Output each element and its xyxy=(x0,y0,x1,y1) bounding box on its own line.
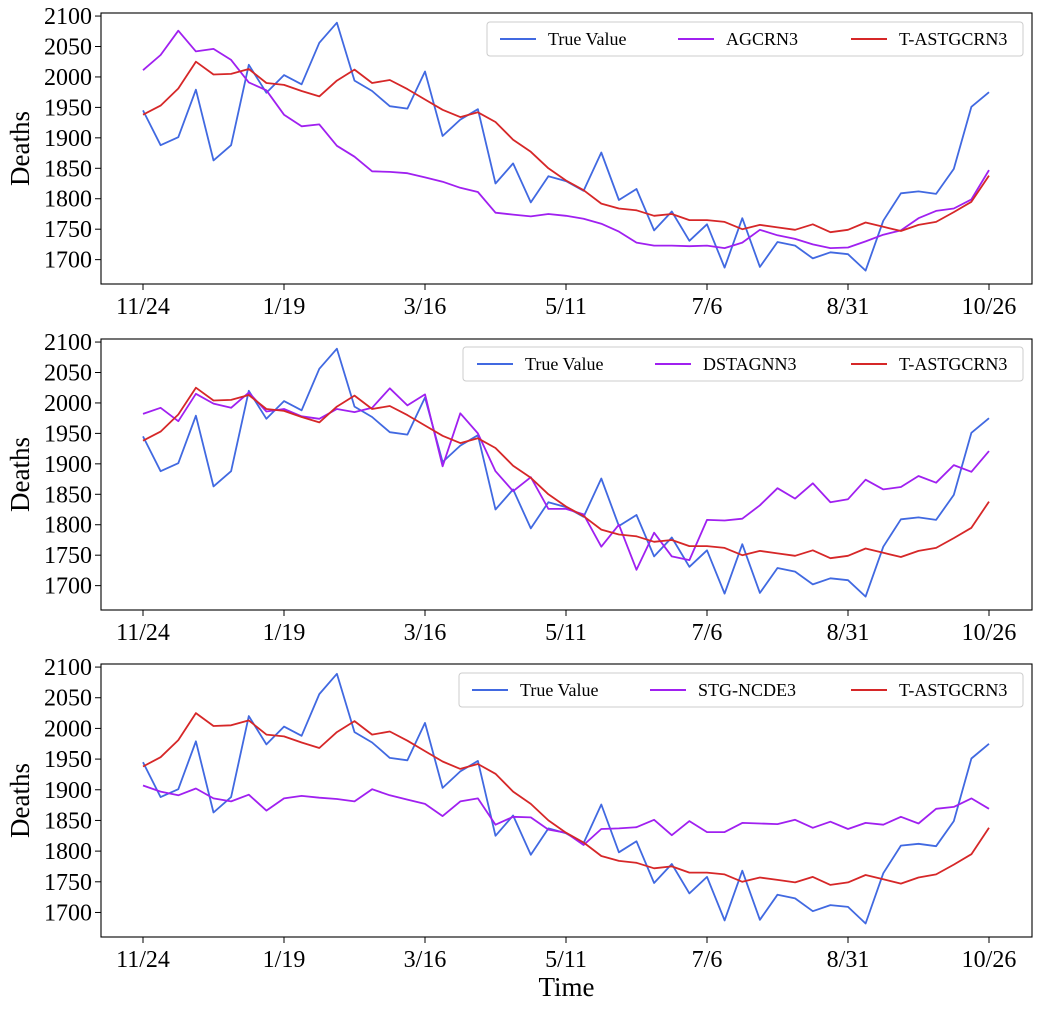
series-line-true-value xyxy=(142,347,990,598)
legend-box xyxy=(462,346,1024,382)
x-tick-label: 10/26 xyxy=(962,294,1017,320)
x-tick-label: 10/26 xyxy=(962,947,1017,973)
y-tick-label: 2000 xyxy=(44,65,92,91)
x-tick-label: 5/11 xyxy=(545,947,587,973)
subplot-2: 1700 1750 1800 1850 1900 1950 2000 2050 2100 11/2… xyxy=(5,330,1033,646)
x-tick-label: 7/6 xyxy=(692,947,723,973)
y-tick-label: 1900 xyxy=(44,452,92,478)
y-tick-label: 1800 xyxy=(44,187,92,213)
y-axis-label: Deaths xyxy=(5,111,35,186)
y-tick-label: 1850 xyxy=(44,808,92,834)
legend-label: T-ASTGCRN3 xyxy=(899,680,1007,700)
series-line-t-astgcrn3 xyxy=(142,386,990,560)
x-tick-label: 10/26 xyxy=(962,620,1017,646)
y-tick-label: 2000 xyxy=(44,716,92,742)
y-tick-label: 1900 xyxy=(44,126,92,152)
series-line-t-astgcrn3 xyxy=(142,712,990,886)
x-tick-label: 5/11 xyxy=(545,620,587,646)
y-tick-label: 2050 xyxy=(44,360,92,386)
legend-label: AGCRN3 xyxy=(726,29,798,49)
y-tick-label: 1850 xyxy=(44,482,92,508)
y-tick-label: 2100 xyxy=(44,4,92,30)
subplot-3: 1700 1750 1800 1850 1900 1950 2000 2050 2100 11/2… xyxy=(5,655,1033,1002)
x-tick-label: 7/6 xyxy=(692,294,723,320)
x-tick-label: 1/19 xyxy=(263,294,306,320)
legend: True Value STG-NCDE3 T-ASTGCRN3 xyxy=(458,672,1024,708)
y-tick-label: 1750 xyxy=(44,543,92,569)
y-tick-label: 1900 xyxy=(44,778,92,804)
y-tick-label: 1850 xyxy=(44,156,92,182)
y-tick-label: 1750 xyxy=(44,217,92,243)
legend-label: T-ASTGCRN3 xyxy=(899,29,1007,49)
y-tick-label: 2050 xyxy=(44,34,92,60)
x-tick-label: 11/24 xyxy=(116,620,170,646)
y-axis-label: Deaths xyxy=(5,763,35,838)
x-axis-label: Time xyxy=(538,972,594,1002)
x-tick-label: 8/31 xyxy=(827,947,870,973)
y-tick-label: 2100 xyxy=(44,655,92,681)
legend-label: True Value xyxy=(520,680,599,700)
x-tick-label: 11/24 xyxy=(116,294,170,320)
legend-label: DSTAGNN3 xyxy=(703,354,797,374)
y-tick-label: 1800 xyxy=(44,839,92,865)
x-tick-label: 11/24 xyxy=(116,947,170,973)
x-tick-label: 3/16 xyxy=(404,947,447,973)
series-line-t-astgcrn3 xyxy=(142,60,990,234)
legend: True Value AGCRN3 T-ASTGCRN3 xyxy=(486,21,1024,57)
x-tick-label: 5/11 xyxy=(545,294,587,320)
y-tick-label: 1700 xyxy=(44,574,92,600)
subplot-1: 1700 1750 1800 1850 1900 1950 2000 2050 2100 11/2… xyxy=(5,4,1033,320)
y-tick-label: 1950 xyxy=(44,747,92,773)
x-tick-label: 3/16 xyxy=(404,294,447,320)
y-tick-label: 1700 xyxy=(44,900,92,926)
legend-label: True Value xyxy=(525,354,604,374)
legend-box xyxy=(486,21,1024,57)
y-tick-label: 1700 xyxy=(44,248,92,274)
y-tick-label: 2050 xyxy=(44,686,92,712)
y-tick-label: 1800 xyxy=(44,513,92,539)
x-tick-label: 1/19 xyxy=(263,620,306,646)
legend-label: True Value xyxy=(548,29,627,49)
y-tick-label: 1950 xyxy=(44,421,92,447)
x-tick-label: 3/16 xyxy=(404,620,447,646)
y-tick-label: 2000 xyxy=(44,391,92,417)
series-line-true-value xyxy=(142,672,990,925)
x-tick-label: 7/6 xyxy=(692,620,723,646)
y-tick-label: 2100 xyxy=(44,330,92,356)
x-tick-label: 8/31 xyxy=(827,294,870,320)
x-tick-label: 1/19 xyxy=(263,947,306,973)
series-line-agcrn3 xyxy=(142,29,990,250)
legend-label: T-ASTGCRN3 xyxy=(899,354,1007,374)
series-line-stg-ncde3 xyxy=(142,784,990,846)
x-tick-label: 8/31 xyxy=(827,620,870,646)
y-tick-label: 1950 xyxy=(44,95,92,121)
legend: True Value DSTAGNN3 T-ASTGCRN3 xyxy=(462,346,1024,382)
y-axis-label: Deaths xyxy=(5,437,35,512)
legend-box xyxy=(458,672,1024,708)
series-line-dstagnn3 xyxy=(142,387,990,571)
series-line-true-value xyxy=(142,21,990,272)
legend-label: STG-NCDE3 xyxy=(698,680,796,700)
y-tick-label: 1750 xyxy=(44,870,92,896)
